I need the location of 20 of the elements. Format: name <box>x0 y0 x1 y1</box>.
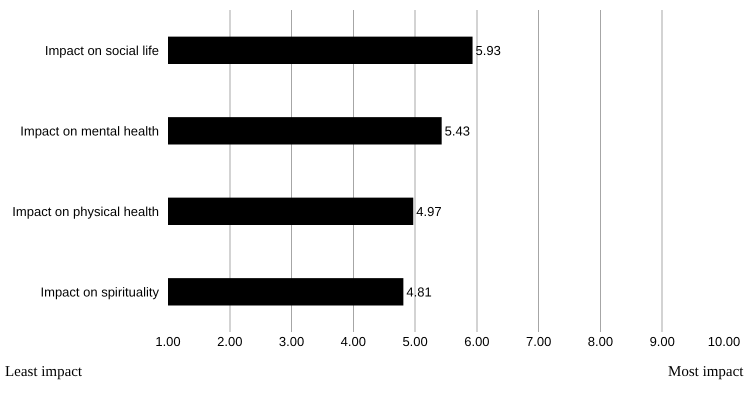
y-tick-label: Impact on social life <box>44 42 159 58</box>
data-label: 5.43 <box>444 123 470 138</box>
x-tick-label: 3.00 <box>278 334 304 349</box>
x-tick-label: 10.00 <box>708 334 740 349</box>
x-tick-label: 2.00 <box>217 334 242 349</box>
text: Least impact <box>5 364 83 380</box>
x-tick-label: 1.00 <box>155 334 181 349</box>
x-tick-label: 9.00 <box>650 334 675 349</box>
x-tick-label: 4.00 <box>340 334 366 349</box>
data-label: 4.81 <box>406 284 432 300</box>
x-tick-label: 6.00 <box>464 334 490 349</box>
y-tick-label: Impact on mental health <box>20 123 159 138</box>
data-label: 5.93 <box>476 42 501 58</box>
text: Most impact <box>668 364 744 380</box>
x-tick-label: 7.00 <box>526 334 552 349</box>
y-tick-label: Impact on physical health <box>12 204 159 219</box>
x-tick-label: 8.00 <box>588 334 614 349</box>
x-tick-label: 5.00 <box>402 334 428 349</box>
data-label: 4.97 <box>416 204 442 219</box>
y-tick-label: Impact on spirituality <box>40 284 160 300</box>
